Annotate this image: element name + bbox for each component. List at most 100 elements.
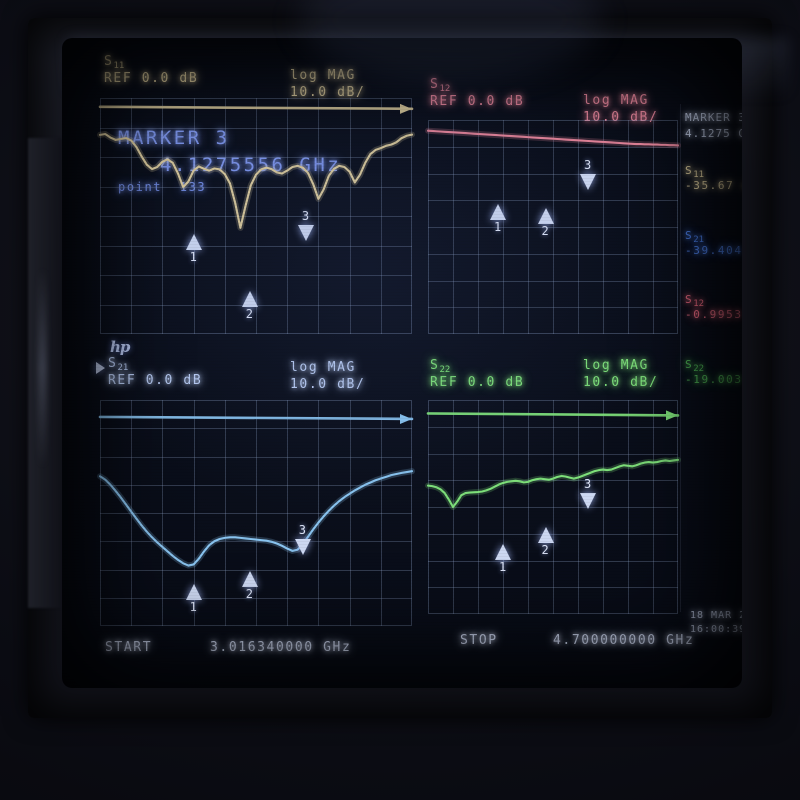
marker-triangle-3-icon[interactable] bbox=[580, 174, 596, 191]
marker-label-3: 3 bbox=[584, 158, 592, 173]
marker-panel-title: MARKER 3 bbox=[685, 111, 742, 124]
marker-label-3: 3 bbox=[298, 523, 307, 538]
marker-readout-s22-label: S22 bbox=[685, 358, 705, 374]
trace-glow-s22 bbox=[425, 456, 681, 510]
grid-line-horizontal bbox=[428, 173, 678, 175]
s11-param-label: S11 bbox=[104, 54, 125, 71]
marker-label-2: 2 bbox=[245, 586, 253, 601]
marker-readout-s11-label: S11 bbox=[685, 164, 705, 180]
crt-screen: S11 REF 0.0 dB log MAG 10.0 dB/ S12 REF … bbox=[62, 38, 742, 688]
reference-line-arrow-icon bbox=[400, 413, 412, 424]
marker-triangle-2-icon[interactable] bbox=[537, 208, 554, 225]
grid-line-horizontal bbox=[428, 253, 678, 255]
grid-line-horizontal bbox=[100, 275, 412, 276]
grid-line-vertical bbox=[578, 120, 579, 334]
s12-param-label: S12 bbox=[430, 77, 451, 94]
marker-readout-s12-label: S12 bbox=[685, 293, 705, 309]
s21-format-label: log MAG bbox=[290, 360, 356, 375]
grid-line-vertical bbox=[256, 400, 257, 626]
grid-line-horizontal bbox=[428, 280, 678, 282]
grid-line-vertical bbox=[162, 400, 164, 626]
grid-line-horizontal bbox=[100, 127, 412, 129]
trace-svg-s21 bbox=[97, 413, 415, 569]
grid-line-vertical bbox=[287, 400, 289, 626]
marker-readout-s12-value: -0.9953 dB bbox=[685, 308, 742, 321]
marker-overlay-frequency: 4.1275556 GHz bbox=[160, 154, 342, 176]
marker-label-3: 3 bbox=[584, 476, 592, 491]
grid-line-horizontal bbox=[428, 587, 678, 589]
grid-line-horizontal bbox=[428, 146, 678, 148]
hp-logo: hp bbox=[110, 338, 130, 356]
s21-ref-label: REF 0.0 dB bbox=[108, 373, 203, 388]
grid-line-vertical bbox=[528, 120, 529, 334]
grid-line-vertical bbox=[287, 98, 289, 334]
s11-scale-label: 10.0 dB/ bbox=[290, 85, 366, 100]
grid-line-vertical bbox=[380, 400, 382, 626]
active-channel-pointer-icon bbox=[96, 362, 105, 374]
stop-value: 4.700000000 GHz bbox=[553, 633, 695, 648]
grid-line-vertical bbox=[653, 400, 654, 614]
graticule-border bbox=[428, 120, 678, 334]
reference-line-arrow-icon bbox=[666, 410, 678, 421]
date-label: 18 MAR 20 bbox=[690, 610, 742, 621]
grid-line-vertical bbox=[503, 120, 504, 334]
grid-line-vertical bbox=[318, 400, 320, 626]
marker-label-2: 2 bbox=[541, 542, 549, 557]
reference-line-arrow-icon bbox=[400, 103, 412, 114]
grid-line-vertical bbox=[653, 120, 654, 334]
marker-triangle-2-icon[interactable] bbox=[241, 570, 258, 587]
marker-panel-divider bbox=[680, 104, 681, 612]
marker-readout-s21-value: -39.404 dB bbox=[685, 244, 742, 257]
start-value: 3.016340000 GHz bbox=[210, 640, 352, 655]
grid-line-vertical bbox=[503, 400, 504, 614]
marker-triangle-2-icon[interactable] bbox=[537, 526, 554, 543]
marker-panel-frequency: 4.1275 GHz bbox=[685, 127, 742, 140]
grid-line-vertical bbox=[162, 98, 164, 334]
graticule-s12 bbox=[428, 120, 678, 334]
grid-line-horizontal bbox=[428, 560, 678, 562]
grid-line-vertical bbox=[224, 400, 226, 626]
s12-ref-label: REF 0.0 dB bbox=[430, 94, 525, 109]
grid-line-horizontal bbox=[100, 216, 412, 217]
graticule-border bbox=[428, 400, 678, 614]
marker-triangle-1-icon[interactable] bbox=[185, 584, 202, 601]
trace-s11 bbox=[98, 132, 414, 229]
s12-scale-label: 10.0 dB/ bbox=[583, 110, 659, 125]
reference-line-s21 bbox=[98, 415, 414, 421]
marker-triangle-3-icon[interactable] bbox=[580, 492, 596, 509]
s22-format-label: log MAG bbox=[583, 358, 649, 373]
grid-line-horizontal bbox=[100, 157, 412, 158]
reference-line-s22 bbox=[426, 412, 680, 417]
grid-line-horizontal bbox=[100, 456, 412, 458]
marker-readout-s21-label: S21 bbox=[685, 229, 705, 245]
s21-scale-label: 10.0 dB/ bbox=[290, 377, 366, 392]
graticule-border bbox=[100, 98, 412, 334]
grid-line-horizontal bbox=[100, 484, 412, 486]
reference-line-s11 bbox=[98, 105, 414, 111]
grid-line-vertical bbox=[349, 400, 351, 626]
grid-line-vertical bbox=[193, 400, 195, 626]
marker-triangle-1-icon[interactable] bbox=[490, 204, 506, 221]
marker-triangle-1-icon[interactable] bbox=[495, 544, 511, 561]
marker-triangle-3-icon[interactable] bbox=[294, 539, 311, 556]
grid-line-horizontal bbox=[100, 569, 412, 571]
marker-readout-s22-value: -19.003 dB bbox=[685, 373, 742, 386]
grid-line-vertical bbox=[193, 98, 195, 334]
grid-line-horizontal bbox=[100, 186, 412, 188]
s22-param-label: S22 bbox=[430, 358, 451, 375]
grid-line-horizontal bbox=[428, 307, 678, 309]
grid-line-vertical bbox=[131, 98, 133, 334]
grid-line-horizontal bbox=[100, 245, 412, 247]
marker-triangle-2-icon[interactable] bbox=[241, 290, 258, 307]
graticule-border bbox=[100, 400, 412, 626]
grid-line-vertical bbox=[553, 120, 554, 334]
marker-triangle-3-icon[interactable] bbox=[297, 224, 314, 241]
graticule-s11 bbox=[100, 98, 412, 334]
time-label: 16:00:39 bbox=[690, 624, 742, 635]
grid-line-vertical bbox=[628, 120, 629, 334]
trace-svg-s11 bbox=[97, 103, 415, 231]
marker-triangle-1-icon[interactable] bbox=[185, 234, 202, 251]
grid-line-vertical bbox=[603, 120, 604, 334]
bezel-left-gleam bbox=[38, 268, 47, 468]
